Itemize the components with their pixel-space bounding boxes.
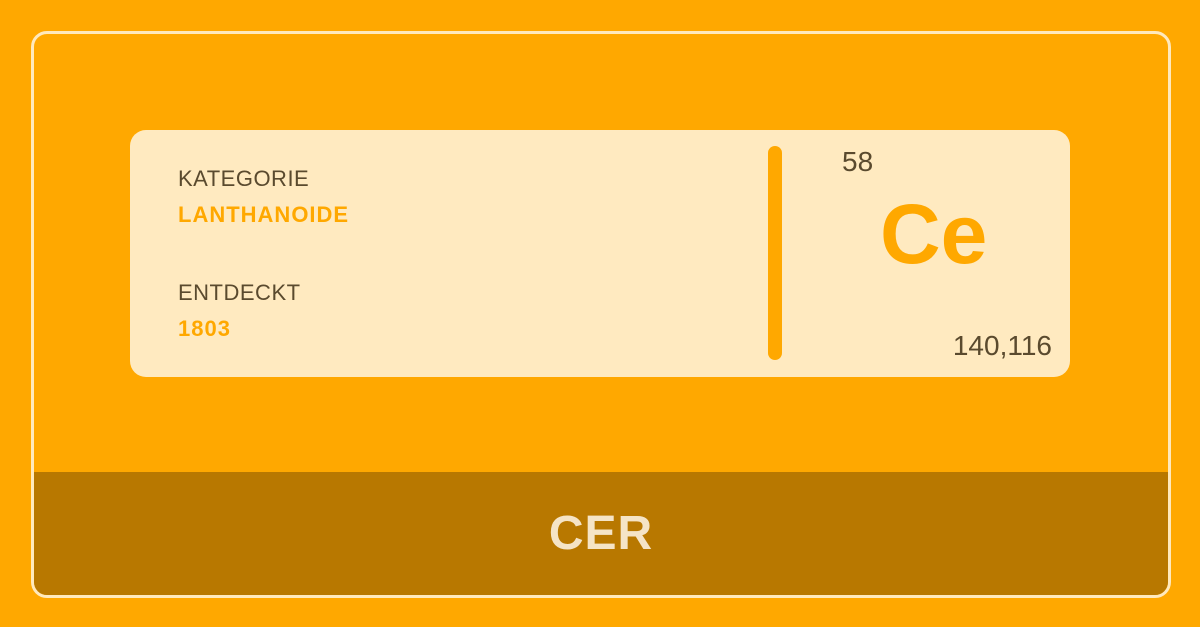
element-card: KATEGORIE LANTHANOIDE ENTDECKT 1803 58 C… <box>130 130 1070 377</box>
atomic-number: 58 <box>842 146 874 177</box>
element-frame: KATEGORIE LANTHANOIDE ENTDECKT 1803 58 C… <box>31 31 1171 598</box>
category-value: LANTHANOIDE <box>178 202 350 227</box>
atomic-mass: 140,116 <box>952 330 1052 361</box>
element-symbol: Ce <box>880 187 988 281</box>
vertical-divider <box>768 146 782 360</box>
footer-bar: CER <box>34 472 1168 595</box>
category-label: KATEGORIE <box>178 166 310 191</box>
discovered-value: 1803 <box>178 316 231 341</box>
element-name: CER <box>548 507 654 560</box>
discovered-label: ENTDECKT <box>178 280 301 305</box>
